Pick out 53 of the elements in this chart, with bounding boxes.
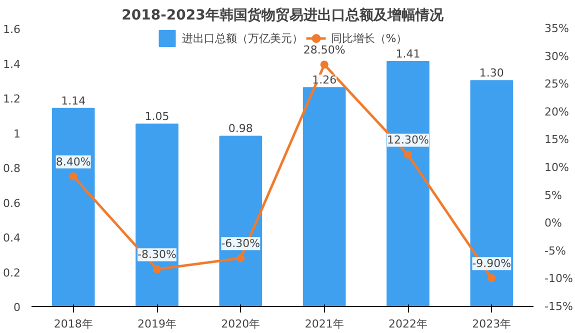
x-tick-label: 2022年 <box>388 318 428 330</box>
data-label: 12.30% <box>387 134 429 147</box>
data-label: -6.30% <box>221 237 260 250</box>
y2-tick-label: 20% <box>544 105 569 118</box>
y-tick-label: 1.6 <box>3 23 21 36</box>
x-tick-label: 2018年 <box>54 318 93 330</box>
data-label: -8.30% <box>138 248 176 262</box>
y2-tick-label: 0% <box>544 216 562 230</box>
bar <box>302 87 346 306</box>
y-tick-label: 1.4 <box>3 58 21 71</box>
y-tick-label: 0.8 <box>3 162 21 175</box>
x-tick-label: 2020年 <box>221 318 260 330</box>
point <box>488 274 496 282</box>
bar <box>52 108 95 306</box>
point <box>320 60 328 69</box>
point <box>404 150 412 159</box>
bar <box>386 61 430 306</box>
y2-tick-label: 25% <box>544 78 569 91</box>
data-label: 1.26 <box>312 74 337 87</box>
bar <box>136 124 178 306</box>
point <box>153 265 161 274</box>
y-tick-label: 1.2 <box>3 92 21 106</box>
y2-tick-label: -15% <box>544 300 573 313</box>
y2-tick-label: 10% <box>544 161 569 174</box>
data-label: -9.90% <box>472 257 512 270</box>
x-tick-label: 2023年 <box>472 318 512 330</box>
x-tick-label: 2019年 <box>138 318 177 330</box>
y2-tick-label: 35% <box>544 22 569 35</box>
y-tick-label: 0.6 <box>3 196 21 210</box>
data-label: 1.05 <box>144 110 170 124</box>
bar <box>219 136 262 306</box>
y2-tick-label: 15% <box>544 133 569 146</box>
legend-label: 进出口总额（万亿美元） <box>182 30 303 46</box>
point <box>69 172 78 180</box>
chart-title: 2018-2023年韩国货物贸易进出口总额及增幅情况 <box>122 6 444 24</box>
point <box>236 254 245 262</box>
y2-tick-label: 30% <box>544 50 569 63</box>
bar <box>470 80 514 306</box>
y-tick-label: 0.4 <box>3 232 21 244</box>
data-label: 1.41 <box>396 48 420 61</box>
data-label: 28.50% <box>303 44 346 57</box>
y2-tick-label: -5% <box>544 244 566 258</box>
y2-tick-label: -10% <box>544 272 573 286</box>
y2-tick-label: 5% <box>544 188 562 202</box>
data-label: 0.98 <box>228 122 253 136</box>
data-label: 1.30 <box>479 66 504 80</box>
y-tick-label: 0 <box>14 301 20 314</box>
y-tick-label: 1 <box>14 127 20 140</box>
data-label: 8.40% <box>56 155 91 168</box>
legend-label: 同比增长（%） <box>330 30 408 45</box>
data-label: 1.14 <box>61 94 86 108</box>
y-tick-label: 0.2 <box>3 266 21 280</box>
x-tick-label: 2021年 <box>304 318 344 330</box>
